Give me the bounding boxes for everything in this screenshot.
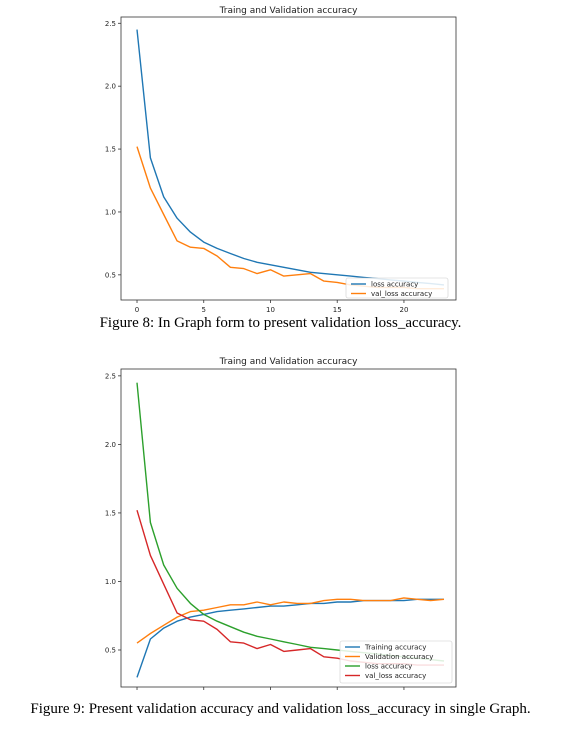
series-line-loss-accuracy (136, 29, 445, 286)
legend-label: Validation accuracy (365, 653, 433, 661)
y-tick-label: 2.0 (105, 83, 116, 91)
legend-label: val_loss accuracy (371, 290, 432, 298)
x-tick-label: 0 (135, 306, 139, 314)
legend-label: loss accuracy (365, 663, 412, 671)
series-line-validation-accuracy (136, 597, 445, 644)
y-tick-label: 1.5 (105, 146, 116, 154)
legend-label: Training accuracy (364, 644, 426, 652)
plot-area (136, 29, 445, 290)
figure-9-chart: Traing and Validation accuracy051015200.… (105, 357, 457, 690)
figure-9-caption: Figure 9: Present validation accuracy an… (30, 701, 531, 717)
y-tick-label: 1.0 (105, 208, 116, 216)
chart-title: Traing and Validation accuracy (219, 6, 359, 16)
legend-label: loss accuracy (371, 281, 418, 289)
x-tick-label: 10 (266, 306, 275, 314)
figure-8-caption: Figure 8: In Graph form to present valid… (99, 315, 462, 331)
x-tick-label: 20 (399, 306, 408, 314)
legend-box (345, 277, 449, 299)
x-tick-label: 15 (333, 306, 342, 314)
y-tick-label: 2.5 (105, 20, 116, 28)
y-tick-label: 0.5 (105, 646, 116, 654)
y-tick-label: 2.5 (105, 372, 116, 380)
x-tick-label: 5 (202, 306, 206, 314)
axes-frame (120, 368, 457, 688)
y-tick-label: 2.0 (105, 441, 116, 449)
figure-8-chart: Traing and Validation accuracy 0 5 10 15 20 0.… (105, 6, 457, 314)
y-tick-label: 1.5 (105, 509, 116, 517)
series-line-val-loss-accuracy (136, 146, 444, 290)
plot-area (136, 382, 445, 678)
y-tick-label: 0.5 (105, 271, 116, 279)
legend-label: val_loss accuracy (365, 672, 426, 680)
legend-box (339, 640, 453, 684)
y-tick-label: 1.0 (105, 578, 116, 586)
chart-title: Traing and Validation accuracy (219, 357, 359, 367)
axes-frame (120, 16, 457, 301)
